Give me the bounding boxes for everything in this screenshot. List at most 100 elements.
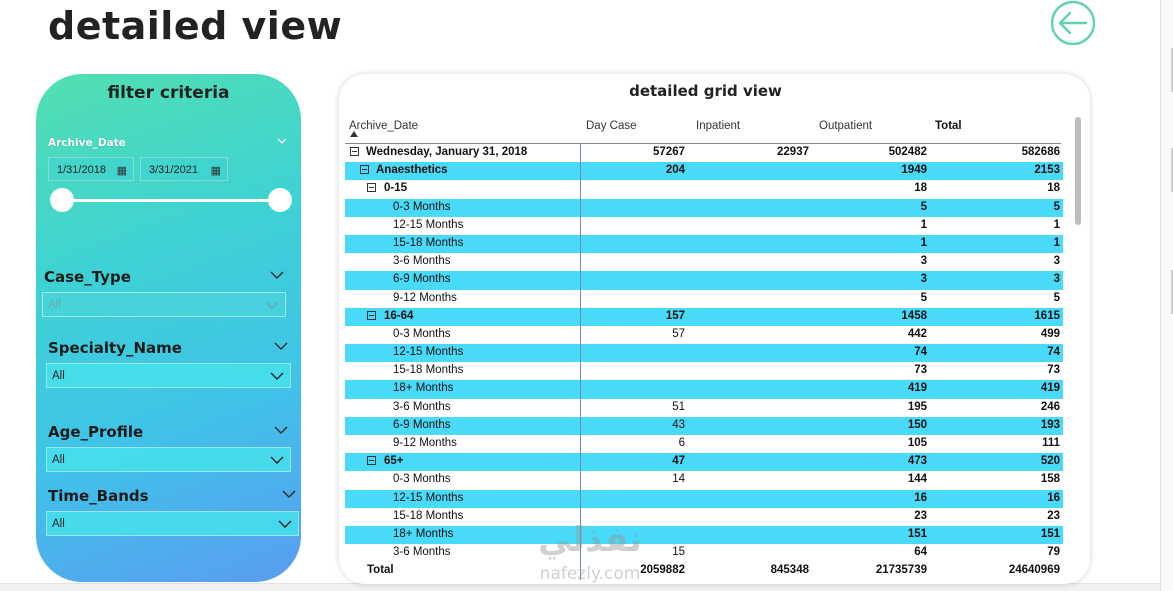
pane-tab[interactable] [1171,270,1173,314]
table-row[interactable]: 0-3 Months 5 5 [345,198,1063,217]
time-bands-select[interactable]: All [46,511,299,536]
column-header-archive-date[interactable]: Archive_Date [349,120,419,132]
bottom-bar [0,583,1160,591]
cell-outpatient: 1 [920,218,927,231]
table-row[interactable]: 12-15 Months 74 74 [345,344,1063,363]
table-row[interactable]: 3-6 Months 3 3 [345,253,1063,271]
age-profile-label: Age_Profile [48,423,144,441]
slider-start-handle[interactable] [50,188,74,212]
cell-outpatient: 3 [920,255,927,268]
chevron-down-icon[interactable] [274,425,288,435]
page-title: detailed view [48,4,343,48]
column-header-day-case[interactable]: Day Case [586,120,637,132]
cell-total: 151 [1040,527,1060,540]
collapse-icon[interactable] [367,310,376,320]
chevron-down-icon[interactable] [265,300,279,310]
column-header-inpatient[interactable]: Inpatient [696,120,741,132]
filter-panel: filter criteria Archive_Date 1/31/2018 ▦… [36,74,301,582]
total-total: 24640969 [1008,564,1060,576]
chevron-down-icon[interactable] [274,341,288,351]
back-arrow-icon[interactable] [1049,1,1097,45]
table-row[interactable]: 0-3 Months 57 442 499 [345,326,1063,344]
pane-tab[interactable] [1171,48,1173,92]
case-type-select[interactable]: All [42,292,286,317]
table-row[interactable]: 18+ Months 419 419 [345,380,1063,399]
cell-total: 3 [1053,255,1060,268]
cell-total: 23 [1047,509,1060,522]
case-type-label: Case_Type [44,268,131,286]
table-row[interactable]: 12-15 Months 1 1 [345,217,1063,235]
cell-outpatient: 195 [907,400,927,413]
chevron-down-icon[interactable] [270,270,284,280]
collapse-icon[interactable] [350,147,359,156]
table-row[interactable]: 6-9 Months 43 150 193 [345,416,1063,435]
table-row[interactable]: 0-3 Months 14 144 158 [345,471,1063,489]
table-row[interactable]: 15-18 Months 23 23 [345,508,1063,526]
collapse-icon[interactable] [360,165,369,175]
cell-total: 3 [1053,273,1060,286]
table-row[interactable]: Wednesday, January 31, 2018 57267 22937 502… [345,144,1063,162]
grid-scrollbar[interactable] [1075,117,1081,225]
chevron-down-icon[interactable] [277,138,287,145]
table-row[interactable]: 6-9 Months 3 3 [345,271,1063,290]
row-label: 0-3 Months [393,327,451,340]
chevron-down-icon[interactable] [282,489,296,499]
row-label: 65+ [384,455,404,468]
time-bands-value: All [52,518,65,530]
chevron-down-icon[interactable] [270,371,284,381]
end-date-input[interactable]: 3/31/2021 ▦ [140,157,228,181]
table-row[interactable]: 12-15 Months 16 16 [345,489,1063,508]
row-label: 16-64 [384,309,414,322]
table-row[interactable]: 3-6 Months 15 64 79 [345,544,1063,562]
column-header-total[interactable]: Total [935,120,962,132]
cell-outpatient: 1 [920,236,927,249]
table-row[interactable]: Anaesthetics 204 1949 2153 [345,162,1063,181]
cell-total: 1 [1053,236,1060,249]
calendar-icon[interactable]: ▦ [210,165,221,177]
table-row[interactable]: 9-12 Months 5 5 [345,290,1063,308]
sort-ascending-icon[interactable] [350,131,358,137]
time-bands-label: Time_Bands [48,487,149,505]
cell-day-case: 6 [678,437,685,449]
cell-outpatient: 473 [907,455,927,468]
row-label: 18+ Months [393,382,454,395]
table-row[interactable]: 3-6 Months 51 195 246 [345,399,1063,417]
specialty-name-select[interactable]: All [46,363,291,388]
table-row[interactable]: 18+ Months 151 151 [345,525,1063,545]
date-range-slider[interactable] [64,199,282,202]
slider-end-handle[interactable] [268,188,292,212]
column-divider [580,144,581,580]
collapse-icon[interactable] [367,183,376,193]
pane-tab[interactable] [1171,148,1173,192]
cell-total: 5 [1053,200,1060,213]
age-profile-select[interactable]: All [46,447,291,472]
filter-panel-title: filter criteria [107,83,230,103]
cell-day-case: 57 [672,327,685,340]
chevron-down-icon[interactable] [270,455,284,465]
table-row[interactable]: 16-64 157 1458 1615 [345,307,1063,326]
table-row[interactable]: 65+ 47 473 520 [345,453,1063,472]
column-header-outpatient[interactable]: Outpatient [819,120,873,132]
chevron-down-icon[interactable] [278,519,292,529]
row-label: 3-6 Months [393,400,451,413]
table-row[interactable]: 0-15 18 18 [345,180,1063,198]
calendar-icon[interactable]: ▦ [116,165,127,177]
cell-total: 111 [1042,437,1060,449]
cell-outpatient: 23 [914,509,927,522]
cell-outpatient: 1949 [901,164,927,177]
start-date-input[interactable]: 1/31/2018 ▦ [48,157,134,181]
table-row[interactable]: 15-18 Months 73 73 [345,362,1063,380]
cell-day-case: 157 [665,309,685,322]
row-label: 6-9 Months [393,273,451,286]
table-row[interactable]: 9-12 Months 6 105 111 [345,435,1063,453]
total-inpatient: 845348 [770,564,809,576]
row-label: 12-15 Months [393,491,464,504]
cell-total: 5 [1053,291,1060,304]
table-row[interactable]: 15-18 Months 1 1 [345,234,1063,254]
row-label: Wednesday, January 31, 2018 [366,146,528,158]
cell-day-case: 204 [665,164,685,177]
cell-outpatient: 73 [914,364,927,377]
collapse-icon[interactable] [367,456,376,466]
start-date-value: 1/31/2018 [57,164,106,176]
cell-total: 79 [1047,546,1060,559]
